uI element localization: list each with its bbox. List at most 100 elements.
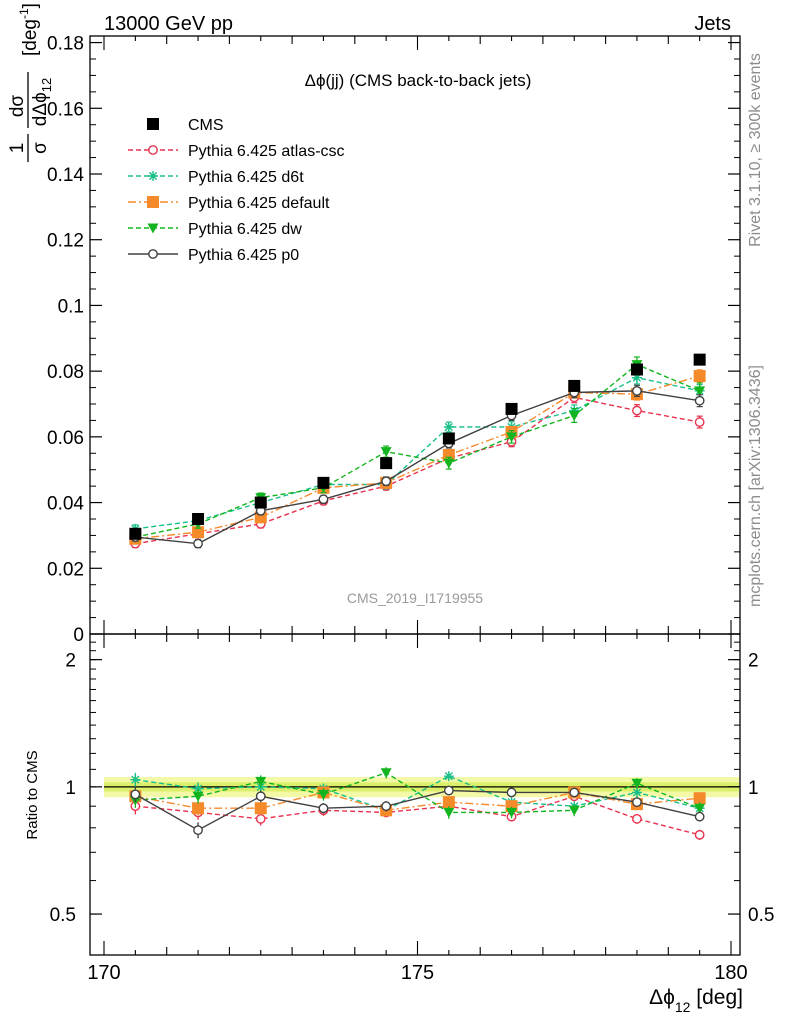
- mcplots-label: mcplots.cern.ch [arXiv:1306.3436]: [747, 365, 764, 607]
- ratio-y-tick-label: 2: [65, 651, 76, 672]
- data-point: [694, 395, 705, 406]
- ratio-point: [569, 787, 580, 798]
- series-layer: [129, 353, 706, 841]
- ratio-point: [193, 783, 204, 794]
- legend-label: Pythia 6.425 dw: [188, 221, 302, 238]
- series-line-main: [135, 396, 700, 545]
- x-axis-title: Δϕ12 [deg]: [649, 986, 743, 1015]
- main-y-tick-label: 0.16: [47, 99, 84, 120]
- axes: 0 0.02 0.04 0.06 0.08 0.1 0.12 0.14 0.16 0.18 170 1…: [47, 34, 774, 984]
- plot-title: Δϕ(jj) (CMS back-to-back jets): [305, 71, 532, 90]
- data-point: [631, 372, 642, 383]
- ratio-y-tick-label-right: 1: [748, 778, 759, 799]
- legend-marker: [148, 171, 158, 181]
- series-line-ratio: [135, 795, 700, 836]
- main-y-tick-label: 0.14: [47, 165, 84, 186]
- ratio-point: [631, 778, 643, 789]
- data-point: [443, 422, 454, 432]
- legend-label: Pythia 6.425 atlas-csc: [188, 143, 345, 160]
- legend-label: Pythia 6.425 default: [188, 195, 330, 212]
- ratio-point: [254, 802, 267, 815]
- ratio-point: [506, 807, 518, 818]
- ratio-point: [443, 785, 454, 796]
- ratio-y-axis-title: Ratio to CMS: [24, 750, 41, 839]
- series-pythia-6-425-dw: [129, 356, 706, 819]
- main-y-tick-label: 0.12: [47, 231, 84, 252]
- svg-text:1: 1: [7, 143, 28, 154]
- data-point: [317, 476, 330, 489]
- data-point: [442, 448, 455, 461]
- legend-marker: [147, 196, 159, 208]
- ratio-point: [380, 768, 392, 779]
- data-point: [632, 405, 642, 416]
- series-pythia-6-425-default: [129, 369, 706, 817]
- series-line-ratio: [135, 775, 700, 812]
- svg-text:dσ: dσ: [7, 95, 28, 118]
- ratio-point: [255, 813, 266, 824]
- ratio-point: [192, 791, 204, 802]
- ratio-point: [631, 787, 642, 798]
- data-point: [694, 386, 706, 397]
- data-point: [193, 538, 203, 549]
- data-point: [129, 527, 142, 540]
- analysis-id: CMS_2019_I1719955: [347, 590, 483, 606]
- rivet-label: Rivet 3.1.10, ≥ 300k events: [747, 53, 764, 247]
- series-line-ratio: [135, 789, 700, 831]
- ratio-point: [694, 829, 705, 840]
- legend: CMS Pythia 6.425 atlas-csc Pythia 6.425 d6…: [128, 117, 345, 264]
- legend-marker: [148, 145, 158, 155]
- data-point: [192, 526, 205, 539]
- series-line-ratio: [135, 791, 700, 812]
- main-y-tick-label: 0.1: [58, 296, 84, 317]
- ratio-point: [632, 797, 642, 808]
- legend-marker: [147, 223, 159, 234]
- main-y-tick-label: 0: [73, 625, 84, 646]
- ratio-point: [442, 796, 455, 809]
- legend-entry: Pythia 6.425 p0: [128, 247, 299, 264]
- main-y-tick-label: 0.18: [47, 34, 84, 55]
- data-point: [568, 379, 581, 392]
- legend-entry: Pythia 6.425 dw: [128, 221, 302, 238]
- ratio-y-tick-label-right: 2: [748, 651, 759, 672]
- data-point: [630, 363, 643, 376]
- data-point: [380, 457, 393, 470]
- ratio-y-tick-label: 0.5: [50, 905, 76, 926]
- ratio-point: [255, 776, 267, 787]
- legend-label: Pythia 6.425 p0: [188, 247, 299, 264]
- legend-marker: [148, 249, 158, 259]
- legend-label: Pythia 6.425 d6t: [188, 169, 304, 186]
- data-point: [506, 432, 518, 443]
- ratio-point: [632, 813, 642, 824]
- data-point: [694, 417, 705, 427]
- ratio-point: [381, 801, 392, 812]
- series-line-main: [135, 363, 700, 538]
- ratio-point: [130, 774, 141, 785]
- x-tick-label: 170: [87, 962, 120, 984]
- data-point: [505, 402, 518, 415]
- ratio-point: [317, 789, 329, 800]
- energy-label: 13000 GeV pp: [104, 13, 233, 35]
- data-point: [381, 476, 392, 487]
- ratio-point: [506, 787, 517, 798]
- ratio-point: [693, 792, 706, 805]
- data-point: [442, 432, 455, 445]
- main-y-tick-label: 0.08: [47, 362, 84, 383]
- ratio-point: [694, 803, 706, 814]
- legend-entry: Pythia 6.425 d6t: [128, 169, 304, 186]
- ratio-point: [443, 771, 454, 782]
- data-point: [568, 411, 580, 421]
- series-pythia-6-425-p0: [130, 384, 705, 839]
- legend-label: CMS: [188, 117, 224, 134]
- series-line-main: [135, 390, 700, 545]
- data-point: [192, 513, 205, 525]
- ratio-point: [694, 811, 705, 822]
- ratio-point: [193, 825, 203, 836]
- svg-text:[deg-1]: [deg-1]: [17, 3, 41, 56]
- ratio-y-tick-label-right: 0.5: [748, 905, 774, 926]
- data-point: [254, 496, 267, 509]
- legend-marker: [147, 118, 159, 130]
- data-point: [693, 353, 706, 366]
- series-cms: [129, 353, 706, 540]
- process-label: Jets: [694, 13, 731, 35]
